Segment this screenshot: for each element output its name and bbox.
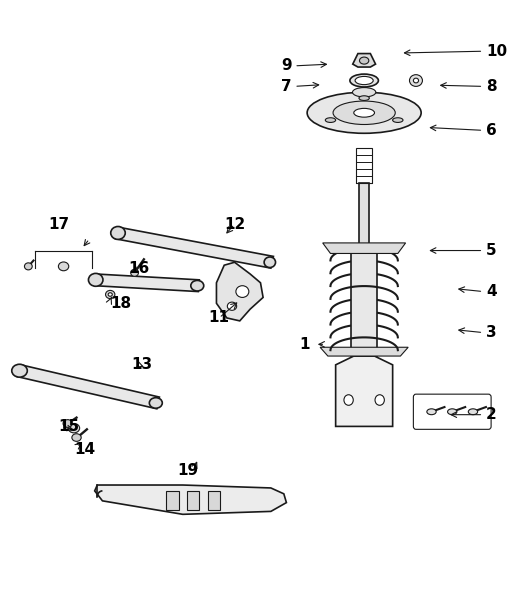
Text: 2: 2 — [486, 407, 497, 422]
Text: 9: 9 — [281, 58, 292, 74]
Text: 18: 18 — [110, 296, 131, 311]
Text: 13: 13 — [131, 358, 152, 372]
Text: 8: 8 — [486, 79, 497, 94]
Ellipse shape — [448, 409, 457, 415]
Ellipse shape — [227, 302, 237, 310]
Polygon shape — [336, 356, 393, 426]
Polygon shape — [320, 348, 408, 356]
Bar — [359, 183, 369, 253]
Ellipse shape — [12, 364, 27, 377]
Text: 19: 19 — [178, 463, 199, 478]
Ellipse shape — [359, 96, 369, 101]
Ellipse shape — [350, 74, 378, 87]
Text: 3: 3 — [486, 325, 497, 340]
Text: 4: 4 — [486, 284, 497, 299]
Text: 11: 11 — [209, 310, 230, 326]
Ellipse shape — [89, 273, 103, 286]
Bar — [166, 491, 179, 509]
Ellipse shape — [63, 419, 72, 427]
Ellipse shape — [344, 395, 353, 405]
Text: 1: 1 — [299, 337, 309, 352]
Ellipse shape — [359, 57, 369, 64]
Ellipse shape — [111, 227, 125, 239]
Text: 10: 10 — [486, 44, 507, 59]
Bar — [187, 491, 200, 509]
Text: 12: 12 — [224, 217, 245, 231]
Ellipse shape — [264, 257, 276, 267]
Ellipse shape — [72, 434, 81, 441]
Text: 5: 5 — [486, 243, 497, 258]
Ellipse shape — [410, 75, 423, 87]
Ellipse shape — [24, 263, 32, 270]
Ellipse shape — [427, 409, 436, 415]
Bar — [351, 253, 377, 356]
Ellipse shape — [191, 280, 204, 291]
Text: 7: 7 — [281, 79, 292, 94]
Ellipse shape — [131, 269, 139, 276]
Ellipse shape — [354, 108, 375, 117]
Ellipse shape — [106, 290, 115, 299]
Ellipse shape — [68, 423, 80, 433]
Ellipse shape — [236, 286, 249, 297]
Polygon shape — [115, 227, 274, 268]
Ellipse shape — [393, 118, 403, 123]
Text: 14: 14 — [74, 442, 95, 457]
Ellipse shape — [150, 398, 163, 408]
Ellipse shape — [58, 262, 69, 271]
Ellipse shape — [108, 293, 113, 296]
Text: 15: 15 — [58, 419, 80, 434]
Polygon shape — [322, 243, 406, 253]
Ellipse shape — [325, 118, 336, 123]
Polygon shape — [17, 365, 159, 409]
Bar — [208, 491, 220, 509]
Text: 6: 6 — [486, 123, 497, 138]
Ellipse shape — [468, 409, 478, 415]
Polygon shape — [95, 274, 200, 292]
Ellipse shape — [375, 395, 384, 405]
Polygon shape — [353, 54, 376, 67]
Ellipse shape — [355, 77, 373, 85]
Text: 17: 17 — [48, 217, 69, 231]
Polygon shape — [216, 262, 263, 321]
Polygon shape — [95, 485, 287, 514]
Ellipse shape — [353, 88, 376, 97]
Ellipse shape — [413, 78, 418, 83]
Ellipse shape — [307, 92, 421, 133]
Ellipse shape — [333, 101, 395, 124]
Text: 16: 16 — [128, 260, 150, 276]
Bar — [356, 148, 372, 183]
